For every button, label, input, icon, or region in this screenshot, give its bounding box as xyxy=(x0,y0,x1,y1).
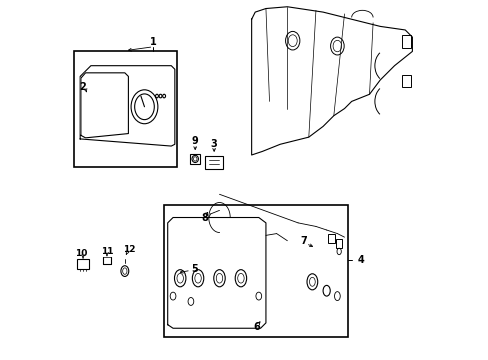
Text: 1: 1 xyxy=(150,37,157,48)
Bar xyxy=(401,35,410,48)
Bar xyxy=(401,75,410,87)
Polygon shape xyxy=(81,73,128,138)
Text: 4: 4 xyxy=(357,255,363,265)
Text: 5: 5 xyxy=(191,264,198,274)
Bar xyxy=(77,258,88,269)
Text: 2: 2 xyxy=(80,82,86,92)
Bar xyxy=(164,205,347,337)
Bar xyxy=(205,156,223,169)
Bar xyxy=(190,154,200,164)
Text: 12: 12 xyxy=(123,245,136,254)
Text: 7: 7 xyxy=(300,236,306,246)
Bar xyxy=(335,239,341,248)
Text: 8: 8 xyxy=(202,212,208,222)
Text: 11: 11 xyxy=(101,247,113,256)
Text: 6: 6 xyxy=(253,322,260,332)
Bar xyxy=(74,51,176,167)
Text: 3: 3 xyxy=(210,139,217,149)
Text: 9: 9 xyxy=(191,136,198,146)
Text: 10: 10 xyxy=(75,249,87,258)
Bar xyxy=(328,234,334,243)
